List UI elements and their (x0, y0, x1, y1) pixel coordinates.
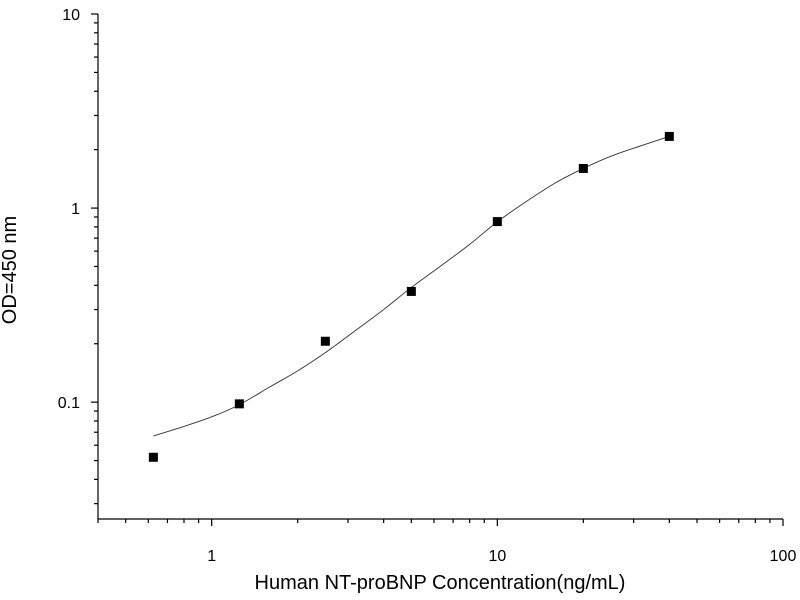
data-point (406, 286, 416, 296)
data-point (664, 131, 674, 141)
y-tick-label: 1 (71, 201, 80, 218)
data-point (492, 217, 502, 227)
tick-labels: 1 10 100 0.1 1 10 (58, 7, 797, 565)
x-axis-title: Human NT-proBNP Concentration(ng/mL) (255, 572, 626, 594)
ticks (91, 13, 784, 526)
data-point (320, 336, 330, 346)
data-point (578, 163, 588, 173)
y-tick-label: 0.1 (58, 395, 80, 412)
fit-curve-layer (153, 135, 670, 437)
x-tick-label: 10 (488, 548, 506, 565)
data-points-layer (148, 131, 674, 462)
fit-curve (153, 135, 670, 437)
x-tick-label: 100 (770, 548, 797, 565)
x-tick-label: 1 (207, 548, 216, 565)
y-axis-title: OD=450 nm (0, 216, 21, 324)
data-point (234, 399, 244, 409)
data-point (148, 452, 158, 462)
y-tick-label: 10 (62, 7, 80, 24)
